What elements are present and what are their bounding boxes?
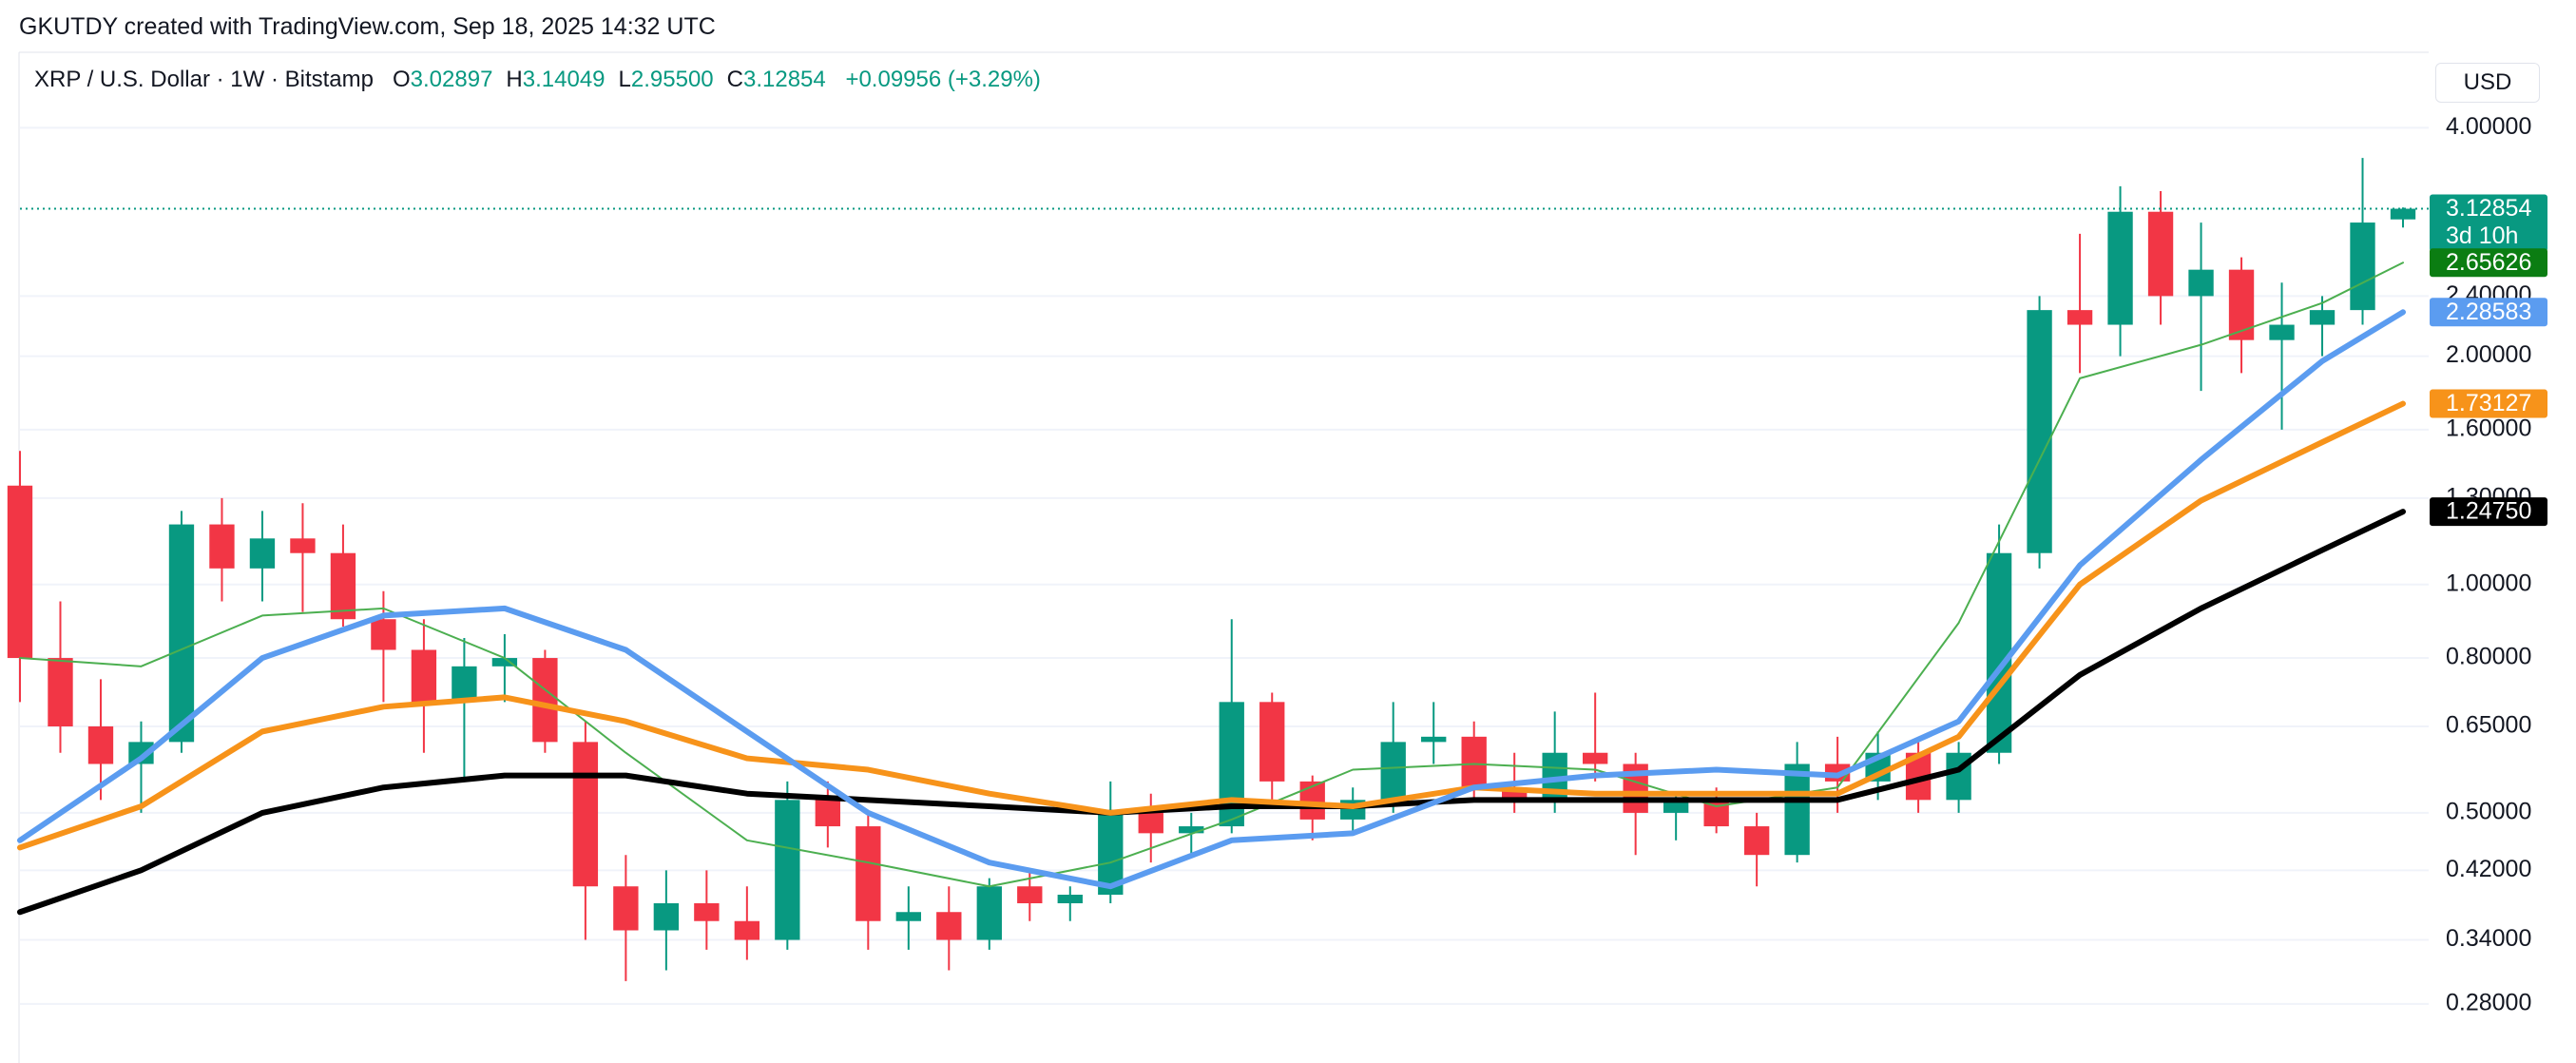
candle-body <box>249 538 276 569</box>
candle-body <box>411 649 437 703</box>
candle-body <box>290 538 316 553</box>
price-label: 3.12854 <box>2446 195 2531 222</box>
countdown: 3d 10h <box>2446 222 2518 249</box>
y-tick-label: 1.00000 <box>2446 570 2531 596</box>
candle-body <box>855 826 881 921</box>
candle-body <box>168 524 195 743</box>
y-tick-label: 0.65000 <box>2446 712 2531 739</box>
price-label-box <box>2430 389 2547 418</box>
y-tick-label: 1.60000 <box>2446 415 2531 441</box>
candle-body <box>330 552 356 620</box>
candle-body <box>1743 826 1770 856</box>
price-label-box <box>2430 497 2547 527</box>
candle-body <box>2067 310 2093 325</box>
price-label: 2.28583 <box>2446 299 2531 325</box>
candle-body <box>1582 752 1608 764</box>
currency-button[interactable]: USD <box>2435 63 2540 103</box>
ohlc-value: 2.95500 <box>630 67 714 92</box>
change: +0.09956 (+3.29%) <box>845 67 1041 92</box>
ohlc-key: L <box>618 67 631 92</box>
candle-body <box>775 800 800 940</box>
ohlc-key: H <box>506 67 523 92</box>
moving-average <box>17 400 2406 851</box>
ohlc: O3.02897 H3.14049 L2.95500 C3.12854 <box>393 67 839 92</box>
price-label: 1.24750 <box>2446 498 2531 525</box>
candle-body <box>613 886 639 931</box>
candle-body <box>2147 211 2174 297</box>
y-tick-label: 0.34000 <box>2446 925 2531 952</box>
ohlc-key: C <box>726 67 743 92</box>
candle-body <box>1663 800 1689 813</box>
ohlc-value: 3.12854 <box>743 67 826 92</box>
watermark: GKUTDY created with TradingView.com, Sep… <box>19 13 716 40</box>
candle-body <box>452 666 477 703</box>
candle-body <box>936 912 962 940</box>
candle-body <box>1461 736 1487 788</box>
candle-body <box>572 742 599 887</box>
ohlc-value: 3.14049 <box>522 67 606 92</box>
price-label-box <box>2430 248 2547 278</box>
price-label-box <box>2430 298 2547 327</box>
candle-body <box>48 658 73 727</box>
candle-body <box>128 742 154 764</box>
price-label: 2.65626 <box>2446 249 2531 276</box>
candle-body <box>1138 812 1163 834</box>
candle-body <box>2390 208 2416 220</box>
moving-average <box>17 309 2406 890</box>
candle-body <box>653 903 680 931</box>
moving-average <box>17 509 2406 916</box>
candle-body <box>491 658 518 667</box>
y-tick-label: 0.42000 <box>2446 856 2531 882</box>
ohlc-key: O <box>392 67 411 92</box>
y-tick-label: 2.00000 <box>2446 341 2531 368</box>
candle-body <box>2309 310 2336 325</box>
candle-body <box>7 485 33 659</box>
candle-body <box>1017 886 1043 904</box>
candle-body <box>1421 736 1447 743</box>
candle-body <box>2228 269 2255 340</box>
candle-body <box>815 800 841 827</box>
candle-body <box>1179 826 1204 834</box>
y-tick-label: 0.28000 <box>2446 989 2531 1015</box>
candle-body <box>2188 269 2214 297</box>
candle-body <box>1259 702 1285 782</box>
candle-body <box>371 619 396 650</box>
candle-body <box>209 524 235 569</box>
candle-body <box>1380 742 1406 801</box>
candle-body <box>532 658 558 743</box>
candle-body <box>976 886 1002 940</box>
candle-body <box>2107 211 2133 325</box>
candle-body <box>1986 552 2012 753</box>
ohlc-value: 3.02897 <box>410 67 493 92</box>
candle-body <box>1299 781 1325 820</box>
candle-body <box>87 726 114 764</box>
candle-body <box>694 903 720 921</box>
y-tick-label: 0.80000 <box>2446 644 2531 670</box>
candle-body <box>2269 324 2295 340</box>
price-label: 1.73127 <box>2446 390 2531 416</box>
candle-body <box>1057 895 1083 904</box>
candle-body <box>734 920 760 940</box>
candle-body <box>2027 310 2052 553</box>
moving-average <box>19 261 2404 888</box>
y-tick-label: 4.00000 <box>2446 113 2531 140</box>
candle-body <box>895 912 921 921</box>
symbol: XRP / U.S. Dollar · 1W · Bitstamp <box>34 67 374 92</box>
price-label-box <box>2430 194 2547 252</box>
y-tick-label: 0.50000 <box>2446 799 2531 825</box>
symbol-legend: XRP / U.S. Dollar · 1W · Bitstamp O3.028… <box>34 67 1054 93</box>
y-tick-label: 0.22500 <box>2446 1061 2531 1063</box>
candle-body <box>2350 222 2375 311</box>
candle-body <box>1784 763 1810 856</box>
